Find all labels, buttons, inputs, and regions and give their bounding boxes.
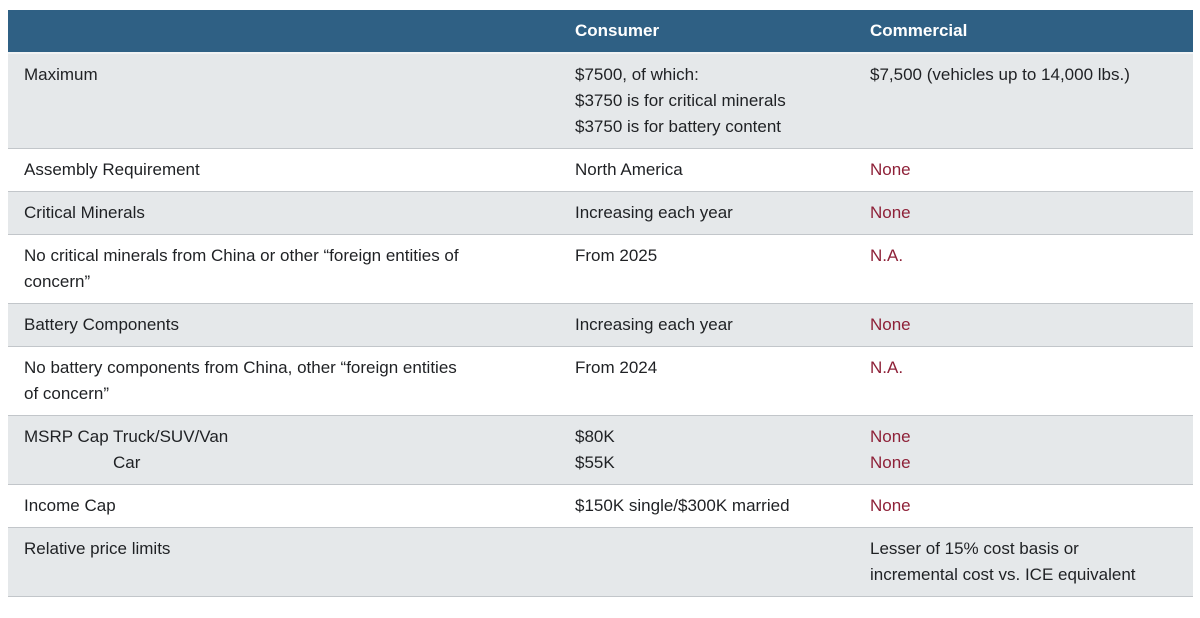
table-row-relative-price-limits: Relative price limits Lesser of 15% cost… xyxy=(8,528,1193,597)
commercial-value: None xyxy=(870,315,911,334)
row-sublabel: Truck/SUV/Van Car xyxy=(113,427,229,472)
commercial-value: None xyxy=(870,496,911,515)
table-body: Maximum $7500, of which: $3750 is for cr… xyxy=(8,54,1193,597)
table-row-battery-components: Battery Components Increasing each year … xyxy=(8,304,1193,347)
row-label: Critical Minerals xyxy=(24,203,145,222)
consumer-value: $80K $55K xyxy=(575,427,615,472)
row-label: Maximum xyxy=(24,65,98,84)
table-row-no-critical-minerals-china: No critical minerals from China or other… xyxy=(8,235,1193,304)
consumer-value: $7500, of which: $3750 is for critical m… xyxy=(575,65,786,136)
col-header-commercial: Commercial xyxy=(870,21,968,40)
consumer-value: From 2024 xyxy=(575,358,658,377)
commercial-value: None xyxy=(870,160,911,179)
table-row-critical-minerals: Critical Minerals Increasing each year N… xyxy=(8,192,1193,235)
table-row-no-battery-components-china: No battery components from China, other … xyxy=(8,347,1193,416)
comparison-table: Consumer Commercial Maximum $7500, of wh… xyxy=(8,10,1193,597)
col-header-blank xyxy=(8,10,575,52)
consumer-value: $150K single/$300K married xyxy=(575,496,790,515)
col-header-consumer: Consumer xyxy=(575,21,660,40)
consumer-value: North America xyxy=(575,160,683,179)
commercial-value: None None xyxy=(870,427,911,472)
commercial-value: Lesser of 15% cost basis or incremental … xyxy=(870,539,1136,584)
row-label: Battery Components xyxy=(24,315,179,334)
row-label: No battery components from China, other … xyxy=(24,358,457,403)
commercial-value: None xyxy=(870,203,911,222)
table-row-income-cap: Income Cap $150K single/$300K married No… xyxy=(8,485,1193,528)
row-label: MSRP Cap xyxy=(24,427,109,446)
header-row: Consumer Commercial xyxy=(8,10,1193,54)
row-label: No critical minerals from China or other… xyxy=(24,246,459,291)
table-row-msrp-cap: MSRP Cap Truck/SUV/Van Car $80K $55K Non… xyxy=(8,416,1193,485)
consumer-value: From 2025 xyxy=(575,246,658,265)
commercial-value: $7,500 (vehicles up to 14,000 lbs.) xyxy=(870,65,1130,84)
consumer-value: Increasing each year xyxy=(575,203,733,222)
table-row-assembly-requirement: Assembly Requirement North America None xyxy=(8,149,1193,192)
commercial-value: N.A. xyxy=(870,246,904,265)
row-label: Relative price limits xyxy=(24,539,171,558)
row-label-cell: MSRP Cap Truck/SUV/Van Car xyxy=(8,416,575,484)
consumer-value: Increasing each year xyxy=(575,315,733,334)
commercial-value: N.A. xyxy=(870,358,904,377)
row-label: Income Cap xyxy=(24,496,116,515)
row-label: Assembly Requirement xyxy=(24,160,200,179)
consumer-value xyxy=(575,528,870,596)
table-row-maximum: Maximum $7500, of which: $3750 is for cr… xyxy=(8,54,1193,149)
